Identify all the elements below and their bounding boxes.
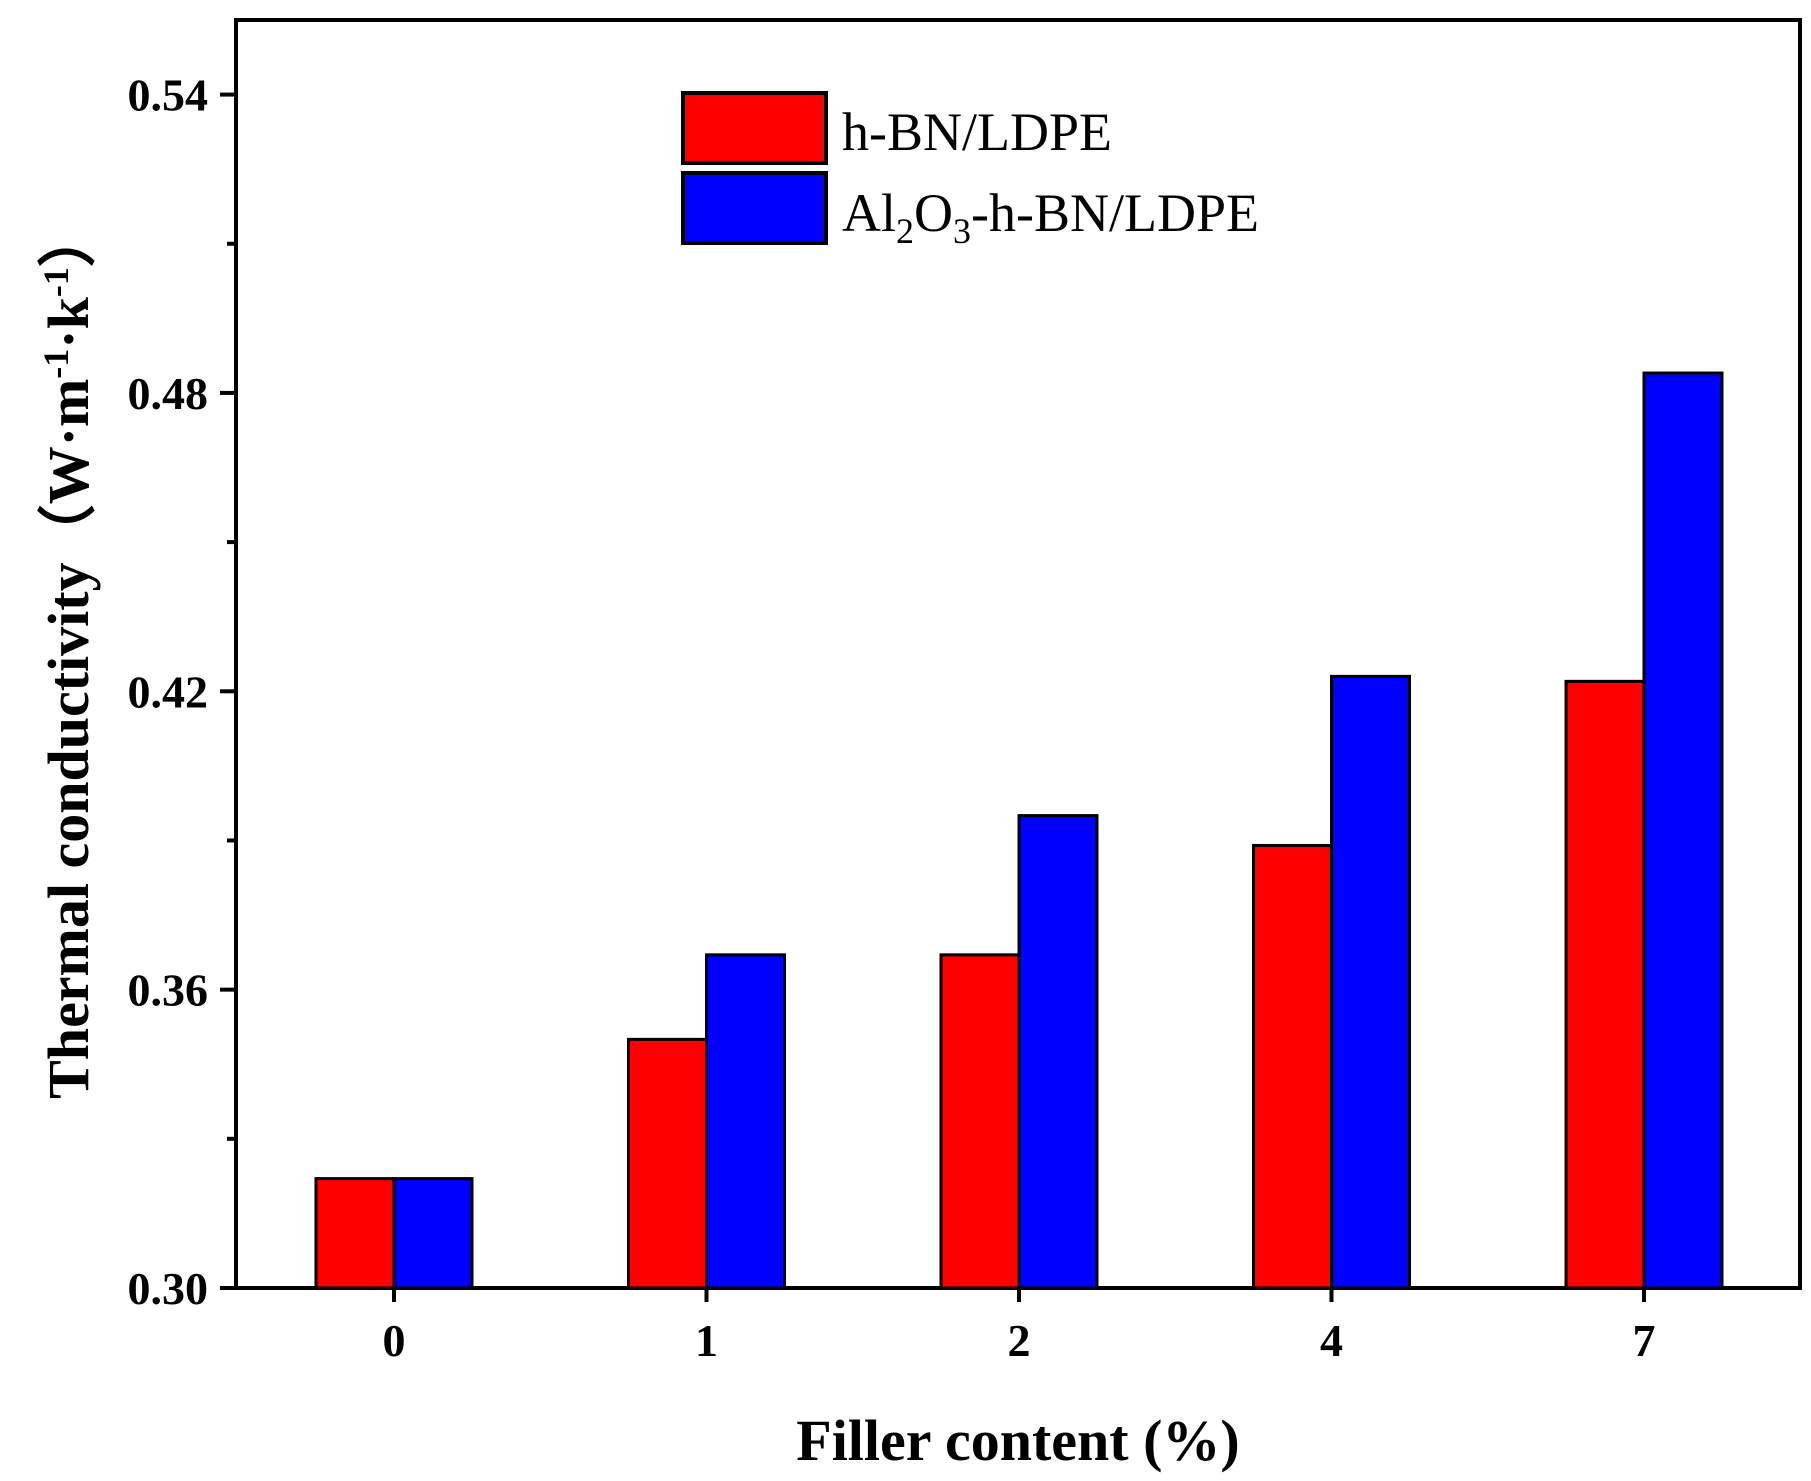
bar-h-bn-ldpe-0 [314, 1177, 396, 1290]
bar-h-bn-ldpe-2 [939, 953, 1021, 1290]
bar-al2o3-h-bn-ldpe-0 [392, 1177, 474, 1290]
y-tick-label: 0.42 [128, 666, 209, 717]
bar-al2o3-h-bn-ldpe-2 [1017, 814, 1099, 1290]
x-tick-label: 7 [1633, 1315, 1656, 1366]
x-tick-label: 4 [1320, 1315, 1343, 1366]
y-tick-label: 0.30 [128, 1263, 209, 1314]
y-tick-label: 0.36 [128, 965, 209, 1016]
bar-al2o3-h-bn-ldpe-7 [1642, 371, 1724, 1290]
bars-group [314, 371, 1724, 1290]
bar-al2o3-h-bn-ldpe-1 [705, 953, 786, 1290]
bar-h-bn-ldpe-1 [627, 1037, 708, 1290]
bar-al2o3-h-bn-ldpe-4 [1330, 674, 1411, 1290]
bar-h-bn-ldpe-7 [1564, 679, 1646, 1290]
y-axis-title: Thermal conductivity（W·m-1·k-1） [36, 209, 101, 1099]
legend-swatch-h-bn-ldpe [681, 91, 828, 165]
x-tick-label: 2 [1008, 1315, 1031, 1366]
x-axis-ticks: 0 1 2 4 7 [383, 1288, 1656, 1366]
x-axis-title: Filler content (%) [796, 1408, 1239, 1473]
y-axis-ticks: 0.30 0.36 0.42 0.48 0.54 [128, 70, 236, 1314]
legend-label-h-bn-ldpe: h-BN/LDPE [842, 102, 1112, 162]
y-tick-label: 0.54 [128, 70, 209, 121]
legend: h-BN/LDPE Al2O3-h-BN/LDPE [681, 91, 1259, 251]
legend-swatch-al2o3-h-bn-ldpe [681, 171, 828, 245]
x-tick-label: 0 [383, 1315, 406, 1366]
bar-h-bn-ldpe-4 [1252, 843, 1333, 1290]
legend-label-al2o3-h-bn-ldpe: Al2O3-h-BN/LDPE [842, 183, 1259, 251]
y-tick-label: 0.48 [128, 368, 209, 419]
x-tick-label: 1 [695, 1315, 718, 1366]
